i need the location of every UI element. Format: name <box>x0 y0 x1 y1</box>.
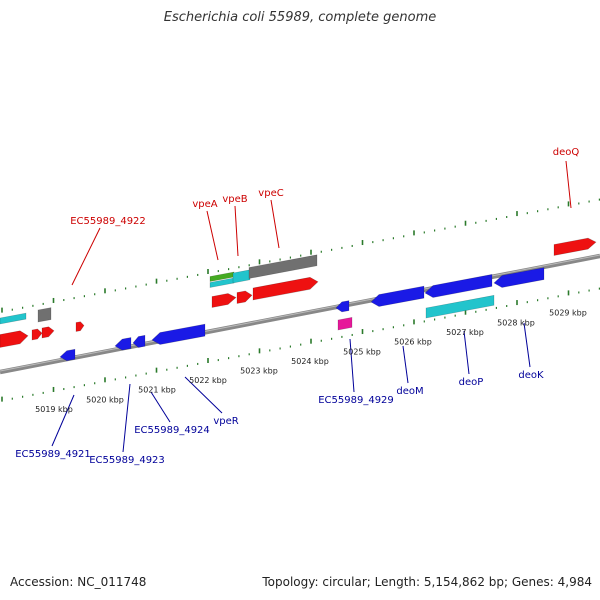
reverse-gene-label: deoP <box>459 377 484 388</box>
cds-reverse-arrow <box>151 323 206 345</box>
gene-label-leader <box>51 394 75 447</box>
gene-label-leader <box>184 376 223 414</box>
cds-reverse-arrow <box>335 300 350 313</box>
genome-backbone-highlight <box>0 254 600 372</box>
cds-forward-arrow <box>0 330 29 348</box>
gene-magenta-feature <box>337 317 353 331</box>
gene-label-leader <box>349 338 355 393</box>
reverse-gene-label: EC55989_4923 <box>89 455 165 466</box>
cds-reverse-arrow <box>132 334 146 348</box>
cds-forward-arrow <box>75 321 85 332</box>
reverse-gene-label: deoK <box>518 370 544 381</box>
forward-gene-label: deoQ <box>553 147 580 158</box>
cds-forward-arrow <box>31 328 43 341</box>
gene-label-leader <box>463 330 470 375</box>
cds-reverse-arrow <box>493 267 545 288</box>
kbp-label: 5019 kbp <box>35 405 73 414</box>
accession-label: Accession: NC_011748 <box>10 575 147 589</box>
kbp-label: 5024 kbp <box>291 357 329 366</box>
kbp-label: 5028 kbp <box>497 318 535 327</box>
gene-label-leader <box>234 205 239 257</box>
cds-cyan-feature <box>232 269 251 284</box>
gene-label-leader <box>565 160 572 209</box>
reverse-gene-label: deoM <box>396 386 423 397</box>
kbp-label: 5021 kbp <box>138 386 176 395</box>
cds-cyan-feature <box>425 294 495 319</box>
gene-label-leader <box>270 199 280 249</box>
forward-gene-label: vpeA <box>192 199 217 210</box>
kbp-label: 5027 kbp <box>446 328 484 337</box>
gene-label-leader <box>523 322 531 368</box>
kbp-label: 5029 kbp <box>549 309 587 318</box>
gene-label-leader <box>206 210 219 261</box>
cds-forward-arrow <box>211 293 237 308</box>
reverse-gene-label: EC55989_4921 <box>15 449 91 460</box>
gene-label-leader <box>150 391 171 423</box>
cds-forward-arrow <box>252 276 319 301</box>
gene-label-leader <box>71 227 101 286</box>
genome-backbone <box>0 253 600 375</box>
reverse-gene-label: vpeR <box>213 416 238 427</box>
cds-forward-arrow <box>553 237 597 256</box>
cds-cyan-feature <box>209 277 235 288</box>
map-title: Escherichia coli 55989, complete genome <box>163 10 437 25</box>
cds-cyan-feature <box>0 312 27 325</box>
gene-gray-feature <box>37 307 52 323</box>
forward-gene-label: vpeC <box>258 188 283 199</box>
reverse-gene-label: EC55989_4924 <box>134 425 210 436</box>
genome-summary: Topology: circular; Length: 5,154,862 bp… <box>262 575 592 589</box>
reverse-gene-label: EC55989_4929 <box>318 395 394 406</box>
kbp-label: 5020 kbp <box>86 395 124 404</box>
cds-forward-arrow <box>236 290 253 304</box>
gene-label-leader <box>122 383 131 453</box>
gene-gray-feature <box>248 254 318 279</box>
kbp-label: 5025 kbp <box>343 347 381 356</box>
kbp-label: 5023 kbp <box>240 367 278 376</box>
forward-gene-label: vpeB <box>222 194 247 205</box>
cds-forward-arrow <box>41 326 55 339</box>
cds-reverse-arrow <box>424 274 493 298</box>
forward-gene-label: EC55989_4922 <box>70 216 146 227</box>
kbp-label: 5026 kbp <box>394 338 432 347</box>
cds-reverse-arrow <box>370 285 425 307</box>
kbp-label: 5022 kbp <box>189 376 227 385</box>
cds-reverse-arrow <box>59 348 76 362</box>
cds-reverse-arrow <box>114 337 132 351</box>
gene-label-leader <box>402 345 409 384</box>
